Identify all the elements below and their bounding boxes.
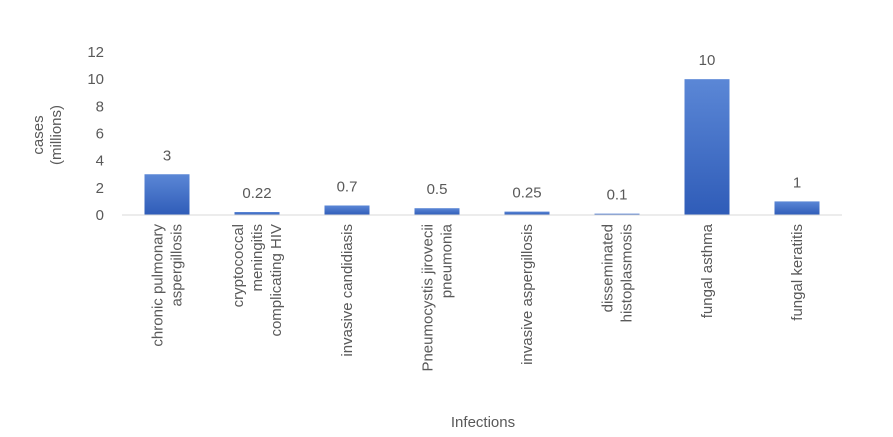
y-tick-label: 0	[96, 207, 104, 224]
bar	[684, 79, 730, 216]
x-tick-label: invasive candidiasis	[339, 224, 356, 357]
y-tick-label: 12	[87, 44, 104, 61]
y-tick-label: 4	[96, 153, 104, 170]
x-tick-label: chronic pulmonary aspergillosis	[150, 224, 186, 347]
data-label: 0.5	[427, 181, 448, 198]
data-label: 3	[163, 147, 171, 164]
data-label: 0.22	[242, 185, 271, 202]
x-tick-label: disseminated histoplasmosis	[600, 224, 636, 322]
data-label: 0.7	[337, 178, 358, 195]
y-axis-title: cases(millions)	[30, 105, 65, 165]
data-label: 1	[793, 174, 801, 191]
bar	[144, 174, 190, 215]
bar	[414, 208, 460, 215]
y-tick-label: 6	[96, 126, 104, 143]
bar	[234, 212, 280, 215]
data-label: 0.1	[607, 187, 628, 204]
bar	[594, 213, 640, 215]
y-tick-label: 2	[96, 180, 104, 197]
bar	[504, 211, 550, 215]
x-axis-title: Infections	[451, 414, 515, 431]
x-tick-label: fungal asthma	[699, 223, 716, 318]
x-tick-label: invasive aspergillosis	[519, 224, 536, 365]
bar	[324, 205, 370, 215]
y-tick-label: 10	[87, 71, 104, 88]
data-label: 0.25	[512, 185, 541, 202]
x-tick-label: Pneumocystis jirovecii pneumonia	[420, 223, 456, 371]
y-tick-label: 8	[96, 98, 104, 115]
x-tick-label: cryptococcal meningitis complicating HIV	[230, 224, 285, 337]
bar	[774, 201, 820, 215]
x-tick-label: fungal keratitis	[789, 224, 806, 321]
data-label: 10	[699, 52, 716, 69]
